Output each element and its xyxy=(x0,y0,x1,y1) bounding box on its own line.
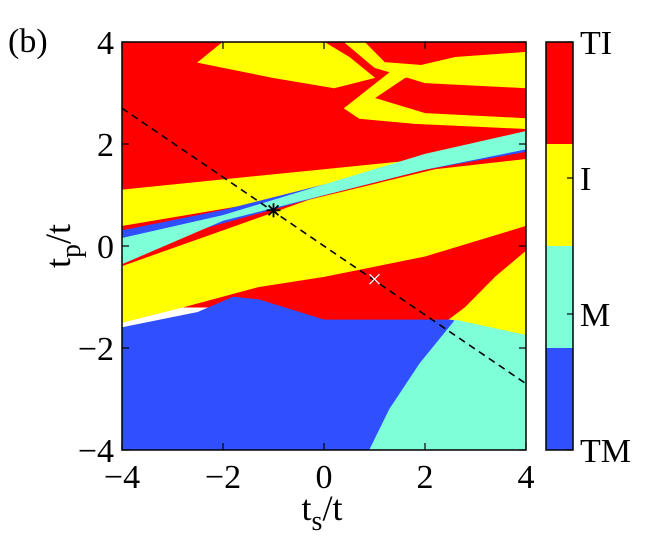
y-tick-label: −4 xyxy=(78,433,114,470)
colorbar-swatch-m xyxy=(546,246,573,348)
colorbar-label-m: M xyxy=(580,297,610,334)
y-axis-label-tail: /t xyxy=(38,224,78,244)
x-tick-label: 2 xyxy=(417,459,434,496)
colorbar-swatch-ti xyxy=(546,42,573,144)
y-tick-label: 4 xyxy=(97,25,114,62)
y-axis-label: tp/t xyxy=(38,224,87,268)
region-m-8 xyxy=(122,130,526,265)
y-axis-label-sub: p xyxy=(56,244,87,258)
phase-regions xyxy=(122,42,526,450)
region-i-1 xyxy=(197,42,376,89)
region-m-10 xyxy=(369,319,526,450)
colorbar-label-ti: TI xyxy=(580,25,612,62)
marker-asterisk xyxy=(266,203,281,218)
y-tick-label: 0 xyxy=(97,229,114,266)
marker-cross xyxy=(369,273,380,285)
x-axis-label: ts/t xyxy=(302,488,343,537)
overlay-layer xyxy=(122,107,526,385)
colorbar-frame xyxy=(545,41,574,451)
x-tick-label: −4 xyxy=(104,459,140,496)
colorbar: TM M I TI xyxy=(545,25,631,470)
colorbar-label-i: I xyxy=(580,161,591,198)
x-tick-label: −2 xyxy=(205,459,241,496)
axis-ticks: −4 −2 0 2 4 −4 −2 0 2 4 xyxy=(78,25,535,496)
panel-label: (b) xyxy=(8,23,48,60)
region-i-5 xyxy=(122,158,526,323)
y-tick-label: −2 xyxy=(78,331,114,368)
colorbar-swatch-i xyxy=(546,144,573,246)
colorbar-label-tm: TM xyxy=(580,433,631,470)
y-axis-label-main: t xyxy=(38,258,78,268)
x-axis-label-sub: s xyxy=(312,506,323,537)
x-tick-label: 0 xyxy=(316,459,333,496)
x-axis-label-tail: /t xyxy=(322,488,342,528)
x-axis-label-main: t xyxy=(302,488,312,528)
x-tick-label: 4 xyxy=(518,459,535,496)
colorbar-swatch-tm xyxy=(546,348,573,450)
y-tick-label: 2 xyxy=(97,127,114,164)
dashed-line xyxy=(122,107,526,385)
region-i-3 xyxy=(343,51,526,130)
